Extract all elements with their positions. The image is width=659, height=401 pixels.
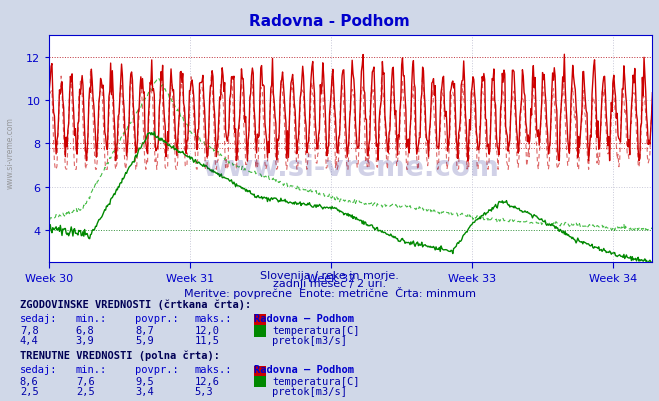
Text: 12,6: 12,6 bbox=[194, 376, 219, 386]
Text: 2,5: 2,5 bbox=[20, 386, 38, 396]
Text: www.si-vreme.com: www.si-vreme.com bbox=[5, 117, 14, 188]
Text: 12,0: 12,0 bbox=[194, 325, 219, 335]
Text: Radovna - Podhom: Radovna - Podhom bbox=[249, 14, 410, 29]
Text: Radovna – Podhom: Radovna – Podhom bbox=[254, 314, 354, 324]
Text: sedaj:: sedaj: bbox=[20, 364, 57, 374]
Text: min.:: min.: bbox=[76, 314, 107, 324]
Text: maks.:: maks.: bbox=[194, 364, 232, 374]
Text: 2,5: 2,5 bbox=[76, 386, 94, 396]
Text: 5,3: 5,3 bbox=[194, 386, 213, 396]
Text: maks.:: maks.: bbox=[194, 314, 232, 324]
Text: pretok[m3/s]: pretok[m3/s] bbox=[272, 386, 347, 396]
Text: 4,4: 4,4 bbox=[20, 336, 38, 346]
Text: 6,8: 6,8 bbox=[76, 325, 94, 335]
Text: 7,6: 7,6 bbox=[76, 376, 94, 386]
Text: povpr.:: povpr.: bbox=[135, 364, 179, 374]
Text: Meritve: povprečne  Enote: metrične  Črta: minmum: Meritve: povprečne Enote: metrične Črta:… bbox=[183, 287, 476, 299]
Text: www.si-vreme.com: www.si-vreme.com bbox=[202, 154, 500, 182]
Text: 3,9: 3,9 bbox=[76, 336, 94, 346]
Text: ZGODOVINSKE VREDNOSTI (črtkana črta):: ZGODOVINSKE VREDNOSTI (črtkana črta): bbox=[20, 299, 251, 309]
Text: 3,4: 3,4 bbox=[135, 386, 154, 396]
Text: min.:: min.: bbox=[76, 364, 107, 374]
Text: 11,5: 11,5 bbox=[194, 336, 219, 346]
Text: 8,6: 8,6 bbox=[20, 376, 38, 386]
Text: Slovenija / reke in morje.: Slovenija / reke in morje. bbox=[260, 271, 399, 281]
Text: 9,5: 9,5 bbox=[135, 376, 154, 386]
Text: pretok[m3/s]: pretok[m3/s] bbox=[272, 336, 347, 346]
Text: sedaj:: sedaj: bbox=[20, 314, 57, 324]
Text: Radovna – Podhom: Radovna – Podhom bbox=[254, 364, 354, 374]
Text: zadnji mesec / 2 uri.: zadnji mesec / 2 uri. bbox=[273, 279, 386, 289]
Text: povpr.:: povpr.: bbox=[135, 314, 179, 324]
Text: 5,9: 5,9 bbox=[135, 336, 154, 346]
Text: 7,8: 7,8 bbox=[20, 325, 38, 335]
Text: temperatura[C]: temperatura[C] bbox=[272, 325, 360, 335]
Text: 8,7: 8,7 bbox=[135, 325, 154, 335]
Text: temperatura[C]: temperatura[C] bbox=[272, 376, 360, 386]
Text: TRENUTNE VREDNOSTI (polna črta):: TRENUTNE VREDNOSTI (polna črta): bbox=[20, 350, 219, 360]
